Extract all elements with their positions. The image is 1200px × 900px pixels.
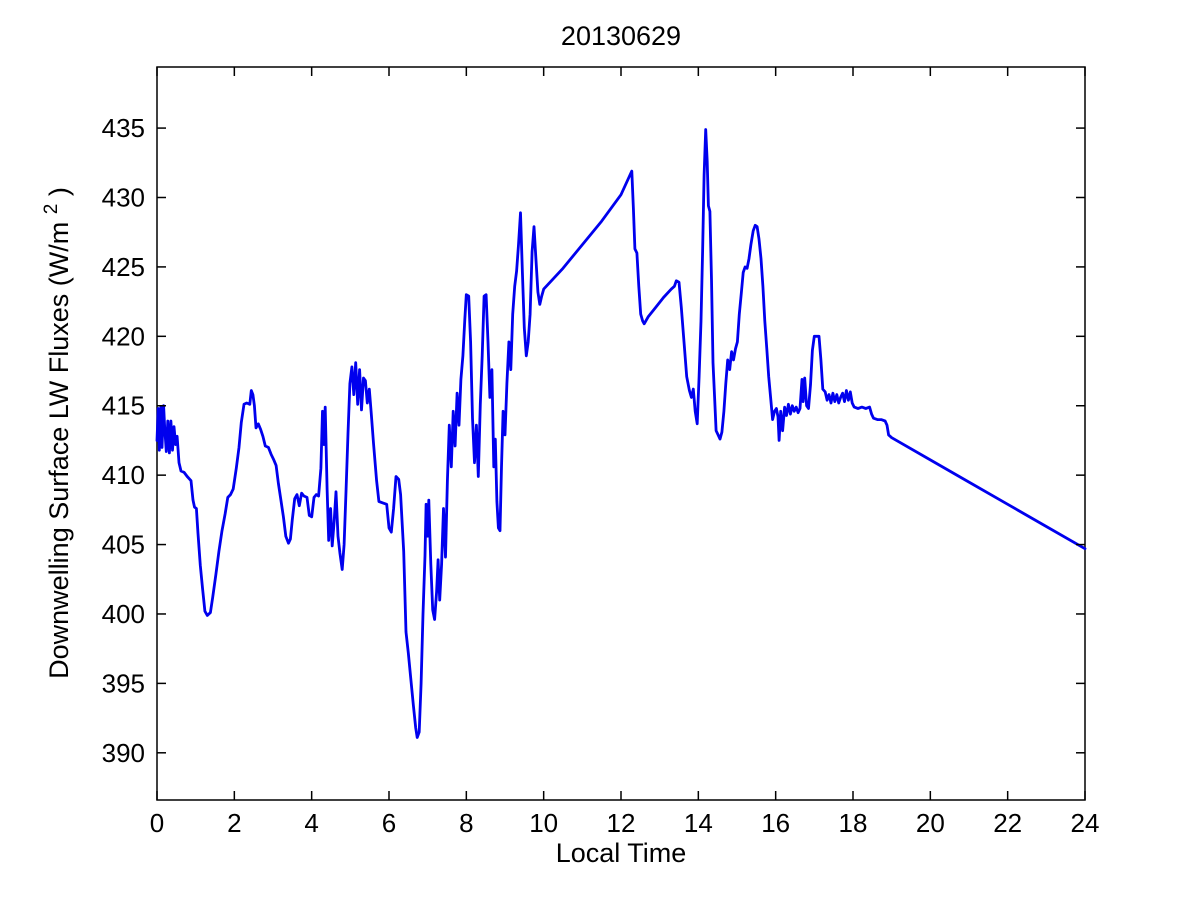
x-tick-label: 6 bbox=[382, 808, 396, 838]
x-tick-label: 12 bbox=[607, 808, 636, 838]
x-tick-label: 22 bbox=[993, 808, 1022, 838]
x-tick-label: 14 bbox=[684, 808, 713, 838]
y-axis-label-text: Downwelling Surface LW Fluxes (W/m bbox=[44, 222, 74, 679]
x-tick-label: 16 bbox=[761, 808, 790, 838]
flux-data-line bbox=[155, 128, 1087, 739]
x-tick-label: 24 bbox=[1071, 808, 1100, 838]
y-tick-label: 390 bbox=[102, 738, 145, 768]
x-axis-ticks bbox=[156, 67, 1086, 800]
y-tick-label: 400 bbox=[102, 599, 145, 629]
x-tick-label: 4 bbox=[304, 808, 318, 838]
y-axis-label-close: ) bbox=[44, 187, 74, 196]
y-tick-label: 425 bbox=[102, 252, 145, 282]
x-tick-label: 20 bbox=[916, 808, 945, 838]
plot-area-box bbox=[156, 66, 1086, 801]
x-tick-label: 0 bbox=[150, 808, 164, 838]
y-tick-label: 435 bbox=[102, 113, 145, 143]
chart-title: 20130629 bbox=[561, 21, 681, 51]
y-axis-ticks bbox=[157, 127, 1085, 754]
x-tick-label: 2 bbox=[227, 808, 241, 838]
x-tick-label: 18 bbox=[839, 808, 868, 838]
y-tick-label: 415 bbox=[102, 391, 145, 421]
y-axis-label-superscript: 2 bbox=[41, 204, 62, 215]
y-tick-label: 420 bbox=[102, 321, 145, 351]
y-tick-label: 395 bbox=[102, 668, 145, 698]
x-axis-label: Local Time bbox=[556, 838, 687, 868]
x-tick-label: 10 bbox=[529, 808, 558, 838]
y-tick-label: 410 bbox=[102, 460, 145, 490]
y-axis-label: Downwelling Surface LW Fluxes (W/m 2 ) bbox=[33, 187, 74, 679]
y-tick-label: 430 bbox=[102, 182, 145, 212]
y-tick-label: 405 bbox=[102, 530, 145, 560]
x-tick-label: 8 bbox=[459, 808, 473, 838]
y-axis-tick-labels: 390 395 400 405 410 415 420 425 430 435 bbox=[102, 113, 145, 768]
x-axis-tick-labels: 0 2 4 6 8 10 12 14 16 18 20 22 24 bbox=[150, 808, 1100, 838]
